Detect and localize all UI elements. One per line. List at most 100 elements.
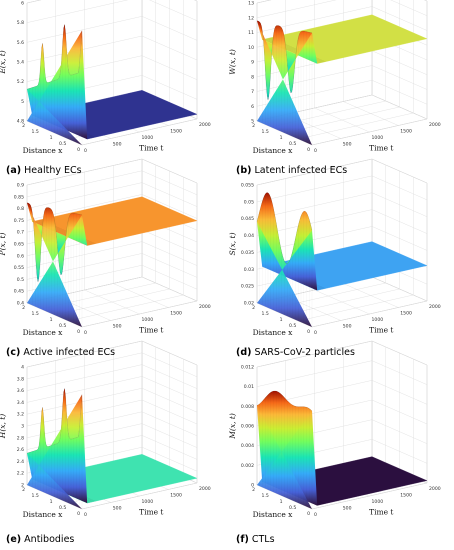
caption-tag: (d)	[236, 347, 251, 358]
t-tick-label: 0	[314, 148, 317, 154]
caption-tag: (c)	[6, 347, 20, 358]
z-exponent-label: ×10⁻³	[255, 0, 269, 1]
z-tick-label: 0.6	[17, 253, 24, 259]
caption-tag: (b)	[236, 165, 251, 176]
panel-f: 0 0.002 0.004 0.006 0.008 0.01 0.012 0 0.5 1 1.5 2 0…	[230, 366, 454, 524]
t-tick-label: 0	[314, 330, 317, 336]
x-tick-label: 2	[252, 123, 255, 129]
x-axis-label: Distance x	[253, 510, 294, 519]
z-tick-label: 3	[21, 424, 24, 430]
x-tick-label: 1	[50, 499, 53, 505]
z-tick-label: 0.75	[14, 218, 24, 224]
caption-e: (e) Antibodies	[6, 534, 74, 545]
panel-c: 0.4 0.45 0.5 0.55 0.6 0.65 0.7 0.75 0.8 0.85 0.9 0 0…	[0, 184, 225, 342]
x-tick-label: 0	[307, 511, 310, 517]
x-tick-label: 1.5	[31, 311, 38, 317]
surface-plot: 00.0020.0040.0060.0080.010.01200.511.520…	[230, 366, 454, 524]
z-tick-label: 3.2	[17, 412, 24, 418]
t-tick-label: 1500	[170, 311, 182, 317]
t-tick-label: 0	[84, 330, 87, 336]
z-tick-label: 11	[248, 30, 254, 36]
z-tick-label: 0.055	[241, 183, 254, 189]
x-tick-label: 0	[307, 329, 310, 335]
z-tick-label: 0.65	[14, 242, 24, 248]
z-tick-label: 0.006	[241, 424, 254, 430]
x-tick-label: 2	[22, 305, 25, 311]
z-tick-label: 5.6	[17, 40, 24, 46]
t-tick-label: 1000	[142, 317, 154, 323]
x-tick-label: 2	[252, 487, 255, 493]
t-tick-label: 0	[84, 148, 87, 154]
z-tick-label: 9	[251, 60, 254, 66]
surface-plot: 2 2.2 2.4 2.6 2.8 3 3.2 3.4 3.6 3.8 4 0 0.5 1 1.5 2 0 500…	[0, 366, 225, 524]
caption-text: Healthy ECs	[24, 165, 81, 176]
x-tick-label: 2	[22, 487, 25, 493]
caption-text: Active infected ECs	[23, 347, 115, 358]
z-axis-label: E(x, t)	[0, 50, 7, 74]
z-tick-label: 0.55	[14, 265, 24, 271]
t-tick-label: 1000	[142, 499, 154, 505]
t-tick-label: 0	[314, 512, 317, 518]
z-tick-label: 5	[21, 99, 24, 105]
z-tick-label: 0.9	[17, 183, 24, 189]
z-tick-label: 0.01	[244, 384, 254, 390]
t-axis-label: Time t	[139, 326, 163, 335]
x-tick-label: 2	[252, 305, 255, 311]
x-axis-label: Distance x	[23, 328, 64, 337]
z-tick-label: 6	[251, 104, 254, 110]
z-axis-label: M(x, t)	[228, 413, 237, 440]
z-tick-label: 0.012	[241, 365, 254, 371]
t-tick-label: 2000	[429, 304, 441, 310]
z-tick-label: 2.8	[17, 435, 24, 441]
caption-c: (c) Active infected ECs	[6, 347, 115, 358]
z-tick-label: 5.2	[17, 79, 24, 85]
panel-a: 4.8 5 5.2 5.4 5.6 5.8 6 0 0.5 1 1.5 2 0 500 1000 1500 20…	[0, 2, 225, 160]
z-tick-label: 8	[251, 74, 254, 80]
z-axis-label: S(x, t)	[228, 232, 237, 255]
t-tick-label: 2000	[199, 304, 211, 310]
t-tick-label: 500	[113, 142, 122, 148]
x-tick-label: 1	[280, 499, 283, 505]
caption-tag: (e)	[6, 534, 21, 545]
t-tick-label: 1500	[170, 129, 182, 135]
t-tick-label: 1000	[372, 499, 384, 505]
z-tick-label: 0.03	[244, 267, 254, 273]
t-tick-label: 500	[343, 142, 352, 148]
caption-f: (f) CTLs	[236, 534, 275, 545]
x-tick-label: 1.5	[261, 311, 268, 317]
surface-plot: 0.40.450.50.550.60.650.70.750.80.850.900…	[0, 184, 225, 342]
z-tick-label: 0.05	[244, 199, 254, 205]
z-tick-label: 7	[251, 89, 254, 95]
z-tick-label: 0.002	[241, 463, 254, 469]
caption-text: SARS-CoV-2 particles	[255, 347, 355, 358]
x-axis-label: Distance x	[23, 146, 64, 155]
x-tick-label: 2	[22, 123, 25, 129]
x-tick-label: 1	[280, 135, 283, 141]
t-tick-label: 1000	[372, 317, 384, 323]
t-axis-label: Time t	[369, 326, 393, 335]
z-axis-label: H(x, t)	[0, 414, 7, 439]
caption-tag: (f)	[236, 534, 249, 545]
x-tick-label: 1	[50, 317, 53, 323]
z-tick-label: 2.2	[17, 471, 24, 477]
panel-b: 5 6 7 8 9 10 11 12 13 0 0.5 1 1.5 2 0 500 1000 1500 2000 W(…	[230, 2, 454, 160]
surface-plot: 567891011121300.511.520500100015002000W(…	[230, 2, 454, 160]
caption-d: (d) SARS-CoV-2 particles	[236, 347, 355, 358]
t-tick-label: 1500	[170, 493, 182, 499]
z-tick-label: 0.8	[17, 206, 24, 212]
x-axis-label: Distance x	[23, 510, 64, 519]
caption-tag: (a)	[6, 165, 21, 176]
z-axis-label: P(x, t)	[0, 232, 7, 256]
t-tick-label: 1000	[372, 135, 384, 141]
t-axis-label: Time t	[139, 144, 163, 153]
z-tick-label: 0.5	[17, 277, 24, 283]
x-axis-label: Distance x	[253, 328, 294, 337]
x-tick-label: 0	[307, 147, 310, 153]
z-tick-label: 3.6	[17, 388, 24, 394]
z-tick-label: 3.4	[17, 400, 24, 406]
z-tick-label: 2.4	[17, 459, 24, 465]
z-tick-label: 5.8	[17, 20, 24, 26]
t-tick-label: 1500	[400, 311, 412, 317]
z-tick-label: 13	[248, 1, 254, 7]
t-axis-label: Time t	[369, 508, 393, 517]
